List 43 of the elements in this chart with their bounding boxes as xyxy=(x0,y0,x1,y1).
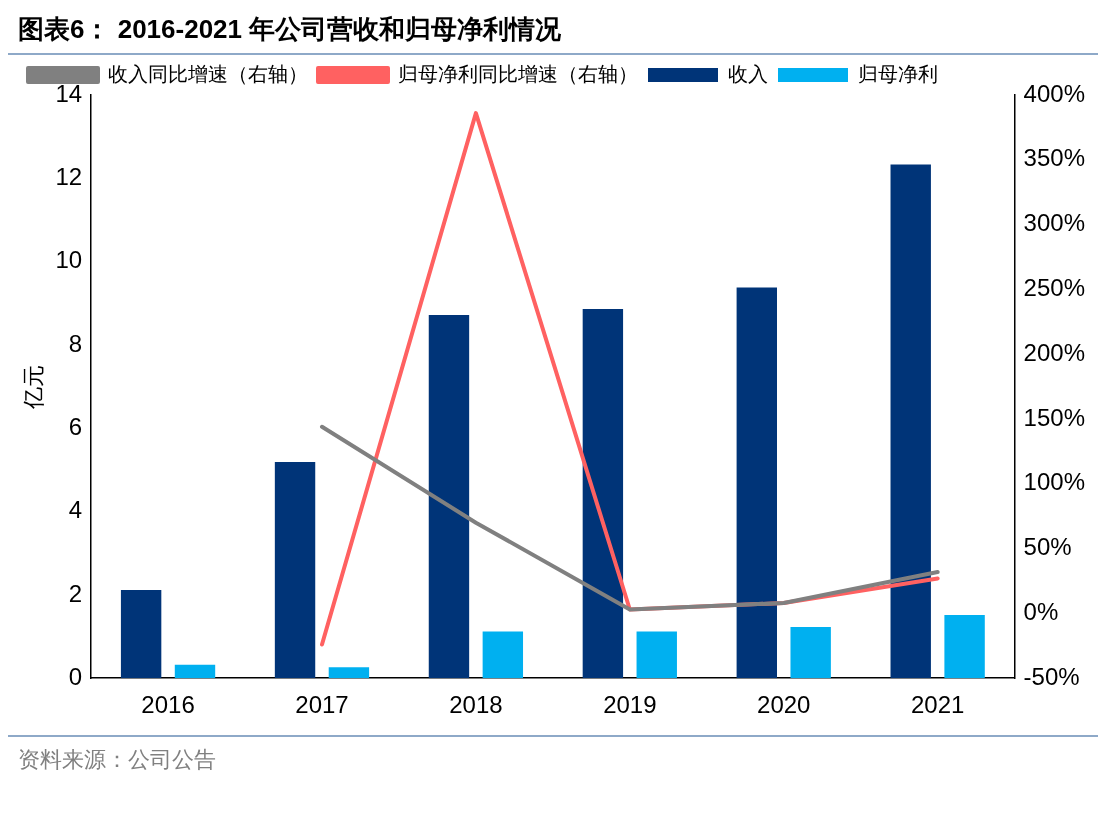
bar xyxy=(120,589,162,679)
y-tick-label: 12 xyxy=(55,162,83,190)
x-tick-label: 2016 xyxy=(141,691,195,719)
x-tick-label: 2017 xyxy=(295,691,349,719)
y-tick-label: 6 xyxy=(68,412,83,440)
y2-tick-label: 400% xyxy=(1023,79,1086,107)
bar xyxy=(736,287,777,679)
bar xyxy=(636,631,677,679)
bar xyxy=(482,631,524,679)
legend-label: 归母净利同比增速（右轴） xyxy=(398,62,638,85)
bar xyxy=(582,309,624,679)
y2-tick-label: 50% xyxy=(1023,533,1072,561)
bar xyxy=(890,164,931,679)
legend-label: 归母净利 xyxy=(858,62,938,85)
y2-tick-label: 150% xyxy=(1023,403,1086,431)
y2-tick-label: 250% xyxy=(1023,274,1086,302)
legend-label: 收入 xyxy=(728,62,768,85)
chart-title: 图表6： 2016-2021 年公司营收和归母净利情况 xyxy=(8,8,1098,55)
bar xyxy=(328,667,370,679)
text: 资料来源：公司公告 xyxy=(18,746,217,774)
y-tick-label: 4 xyxy=(68,496,83,524)
x-tick-label: 2021 xyxy=(910,691,965,719)
bar xyxy=(944,614,985,679)
legend-label: 收入同比增速（右轴） xyxy=(108,62,308,85)
y-tick-label: 10 xyxy=(55,246,83,274)
y-tick-label: 8 xyxy=(68,329,83,357)
y-axis-title: 亿元 xyxy=(21,364,47,410)
y2-tick-label: 100% xyxy=(1023,468,1086,496)
y-tick-label: 0 xyxy=(68,662,83,690)
y2-tick-label: 300% xyxy=(1023,209,1086,237)
bar xyxy=(274,462,316,679)
x-tick-label: 2020 xyxy=(757,691,811,719)
y-tick-label: 2 xyxy=(68,579,83,607)
x-tick-label: 2018 xyxy=(449,691,503,719)
y2-tick-label: 200% xyxy=(1023,338,1086,366)
y2-tick-label: 350% xyxy=(1023,144,1086,172)
bar xyxy=(428,314,470,679)
y2-tick-label: -50% xyxy=(1023,662,1080,690)
bar xyxy=(790,626,831,679)
x-tick-label: 2019 xyxy=(603,691,657,719)
y-tick-label: 14 xyxy=(55,79,83,107)
y2-tick-label: 0% xyxy=(1023,598,1059,626)
bar xyxy=(174,664,216,679)
